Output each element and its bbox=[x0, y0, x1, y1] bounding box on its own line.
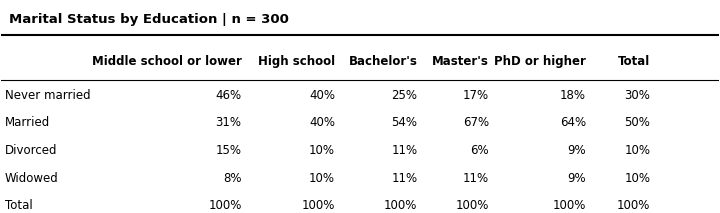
Text: 100%: 100% bbox=[384, 199, 418, 212]
Text: 100%: 100% bbox=[617, 199, 650, 212]
Text: Divorced: Divorced bbox=[5, 144, 58, 157]
Text: 100%: 100% bbox=[302, 199, 335, 212]
Text: Married: Married bbox=[5, 117, 50, 130]
Text: 40%: 40% bbox=[309, 117, 335, 130]
Text: 9%: 9% bbox=[567, 144, 586, 157]
Text: 17%: 17% bbox=[463, 89, 489, 102]
Text: 100%: 100% bbox=[552, 199, 586, 212]
Text: 11%: 11% bbox=[463, 172, 489, 185]
Text: 40%: 40% bbox=[309, 89, 335, 102]
Text: Marital Status by Education | n = 300: Marital Status by Education | n = 300 bbox=[9, 13, 289, 26]
Text: 100%: 100% bbox=[456, 199, 489, 212]
Text: Total: Total bbox=[618, 55, 650, 68]
Text: PhD or higher: PhD or higher bbox=[494, 55, 586, 68]
Text: Bachelor's: Bachelor's bbox=[348, 55, 418, 68]
Text: 18%: 18% bbox=[560, 89, 586, 102]
Text: 10%: 10% bbox=[624, 144, 650, 157]
Text: Total: Total bbox=[5, 199, 32, 212]
Text: 67%: 67% bbox=[463, 117, 489, 130]
Text: Master's: Master's bbox=[432, 55, 489, 68]
Text: 6%: 6% bbox=[470, 144, 489, 157]
Text: 10%: 10% bbox=[309, 144, 335, 157]
Text: 31%: 31% bbox=[216, 117, 242, 130]
Text: 54%: 54% bbox=[392, 117, 418, 130]
Text: 11%: 11% bbox=[391, 144, 418, 157]
Text: Never married: Never married bbox=[5, 89, 91, 102]
Text: 46%: 46% bbox=[215, 89, 242, 102]
Text: 8%: 8% bbox=[223, 172, 242, 185]
Text: High school: High school bbox=[258, 55, 335, 68]
Text: 100%: 100% bbox=[208, 199, 242, 212]
Text: Widowed: Widowed bbox=[5, 172, 59, 185]
Text: 64%: 64% bbox=[560, 117, 586, 130]
Text: 9%: 9% bbox=[567, 172, 586, 185]
Text: 11%: 11% bbox=[391, 172, 418, 185]
Text: 10%: 10% bbox=[624, 172, 650, 185]
Text: 25%: 25% bbox=[392, 89, 418, 102]
Text: 15%: 15% bbox=[216, 144, 242, 157]
Text: Middle school or lower: Middle school or lower bbox=[91, 55, 242, 68]
Text: 30%: 30% bbox=[624, 89, 650, 102]
Text: 50%: 50% bbox=[624, 117, 650, 130]
Text: 10%: 10% bbox=[309, 172, 335, 185]
